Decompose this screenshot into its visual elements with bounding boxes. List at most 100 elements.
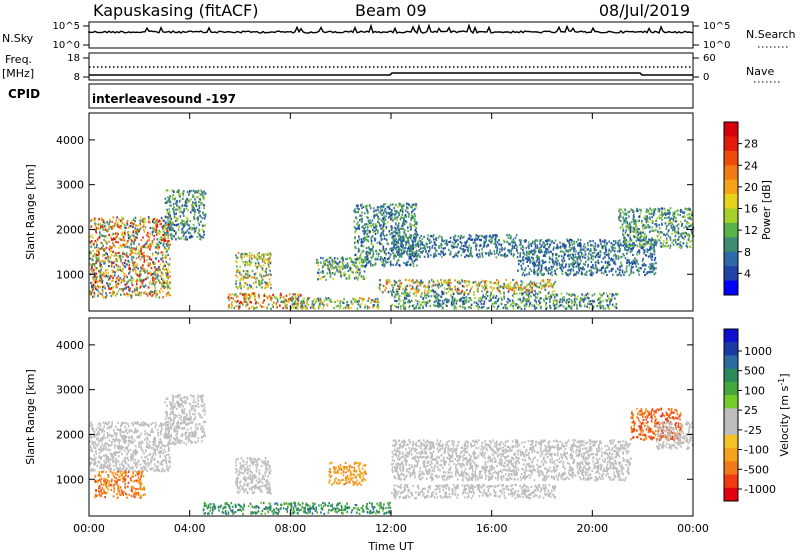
scatter-cell <box>141 218 144 221</box>
scatter-cell <box>572 263 574 266</box>
scatter-cell <box>582 248 584 251</box>
scatter-cell <box>246 301 248 304</box>
scatter-cell <box>261 278 264 282</box>
scatter-cell <box>375 249 377 252</box>
scatter-cell <box>402 249 405 252</box>
scatter-cell <box>146 269 148 272</box>
scatter-cell <box>504 305 507 308</box>
scatter-cell <box>99 227 101 230</box>
scatter-cell <box>463 302 466 305</box>
scatter-cell <box>508 298 510 301</box>
scatter-cell <box>575 265 577 268</box>
scatter-cell <box>508 288 511 291</box>
scatter-cell <box>178 192 181 195</box>
scatter-cell <box>350 267 353 270</box>
scatter-cell <box>133 242 135 245</box>
scatter-cell <box>286 303 288 307</box>
scatter-cell <box>120 288 123 291</box>
scatter-cell <box>131 234 133 237</box>
scatter-cell <box>107 259 109 262</box>
scatter-cell <box>407 247 409 250</box>
scatter-cell <box>327 264 329 267</box>
scatter-cell <box>387 291 390 294</box>
scatter-cell <box>136 236 138 239</box>
scatter-cell <box>440 304 442 307</box>
scatter-cell <box>593 293 596 296</box>
scatter-cell <box>650 247 652 250</box>
scatter-cell <box>128 226 130 229</box>
scatter-cell <box>406 202 408 205</box>
scatter-cell <box>487 306 490 309</box>
scatter-cell <box>520 307 523 310</box>
scatter-cell <box>590 260 593 264</box>
scatter-cell <box>483 241 485 245</box>
scatter-cell <box>105 252 107 255</box>
scatter-cell <box>382 229 385 232</box>
scatter-cell <box>254 302 257 305</box>
scatter-cell <box>361 218 363 221</box>
scatter-cell <box>488 239 490 242</box>
scatter-cell <box>471 285 474 288</box>
scatter-cell <box>120 226 123 229</box>
scatter-cell <box>100 276 103 279</box>
scatter-cell <box>402 203 405 207</box>
scatter-cell <box>425 251 427 254</box>
scatter-cell <box>463 297 465 300</box>
scatter-cell <box>397 248 400 251</box>
scatter-cell <box>593 251 596 254</box>
scatter-cell <box>514 236 517 239</box>
scatter-cell <box>396 241 398 244</box>
scatter-cell <box>332 259 335 262</box>
scatter-cell <box>241 292 243 296</box>
scatter-cell <box>594 261 597 264</box>
scatter-cell <box>483 302 485 305</box>
scatter-cell <box>145 242 148 245</box>
scatter-cell <box>147 291 150 294</box>
scatter-cell <box>110 249 113 252</box>
scatter-cell <box>341 256 344 259</box>
scatter-cell <box>457 238 459 242</box>
scatter-cell <box>266 284 269 287</box>
scatter-cell <box>162 227 164 230</box>
scatter-cell <box>372 252 375 255</box>
scatter-cell <box>651 247 654 250</box>
scatter-cell <box>171 222 173 225</box>
scatter-cell <box>608 240 610 243</box>
scatter-cell <box>375 252 378 255</box>
scatter-cell <box>123 232 126 235</box>
scatter-cell <box>491 289 494 292</box>
scatter-cell <box>134 269 137 272</box>
scatter-cell <box>402 219 405 222</box>
scatter-cell <box>405 244 407 247</box>
scatter-cell <box>247 293 250 296</box>
scatter-cell <box>481 279 484 282</box>
scatter-cell <box>166 287 169 290</box>
scatter-cell <box>409 245 412 248</box>
scatter-cell <box>637 270 640 273</box>
scatter-cell <box>134 216 137 219</box>
scatter-cell <box>528 244 530 247</box>
scatter-cell <box>517 285 519 288</box>
scatter-cell <box>510 253 513 256</box>
scatter-cell <box>92 249 94 252</box>
scatter-cell <box>109 226 112 229</box>
scatter-cell <box>592 272 595 275</box>
scatter-cell <box>449 250 452 253</box>
scatter-cell <box>608 249 610 252</box>
scatter-cell <box>378 252 380 255</box>
scatter-cell <box>479 300 482 303</box>
scatter-cell <box>159 291 161 294</box>
scatter-cell <box>261 277 264 280</box>
scatter-cell <box>472 241 475 244</box>
scatter-cell <box>264 287 266 290</box>
scatter-cell <box>320 301 323 304</box>
scatter-cell <box>506 254 509 257</box>
scatter-cell <box>387 257 389 261</box>
scatter-cell <box>371 219 374 222</box>
scatter-cell <box>163 242 165 245</box>
scatter-cell <box>616 293 619 296</box>
scatter-cell <box>316 299 318 303</box>
scatter-cell <box>144 220 147 223</box>
scatter-cell <box>98 270 100 273</box>
scatter-cell <box>568 293 570 296</box>
